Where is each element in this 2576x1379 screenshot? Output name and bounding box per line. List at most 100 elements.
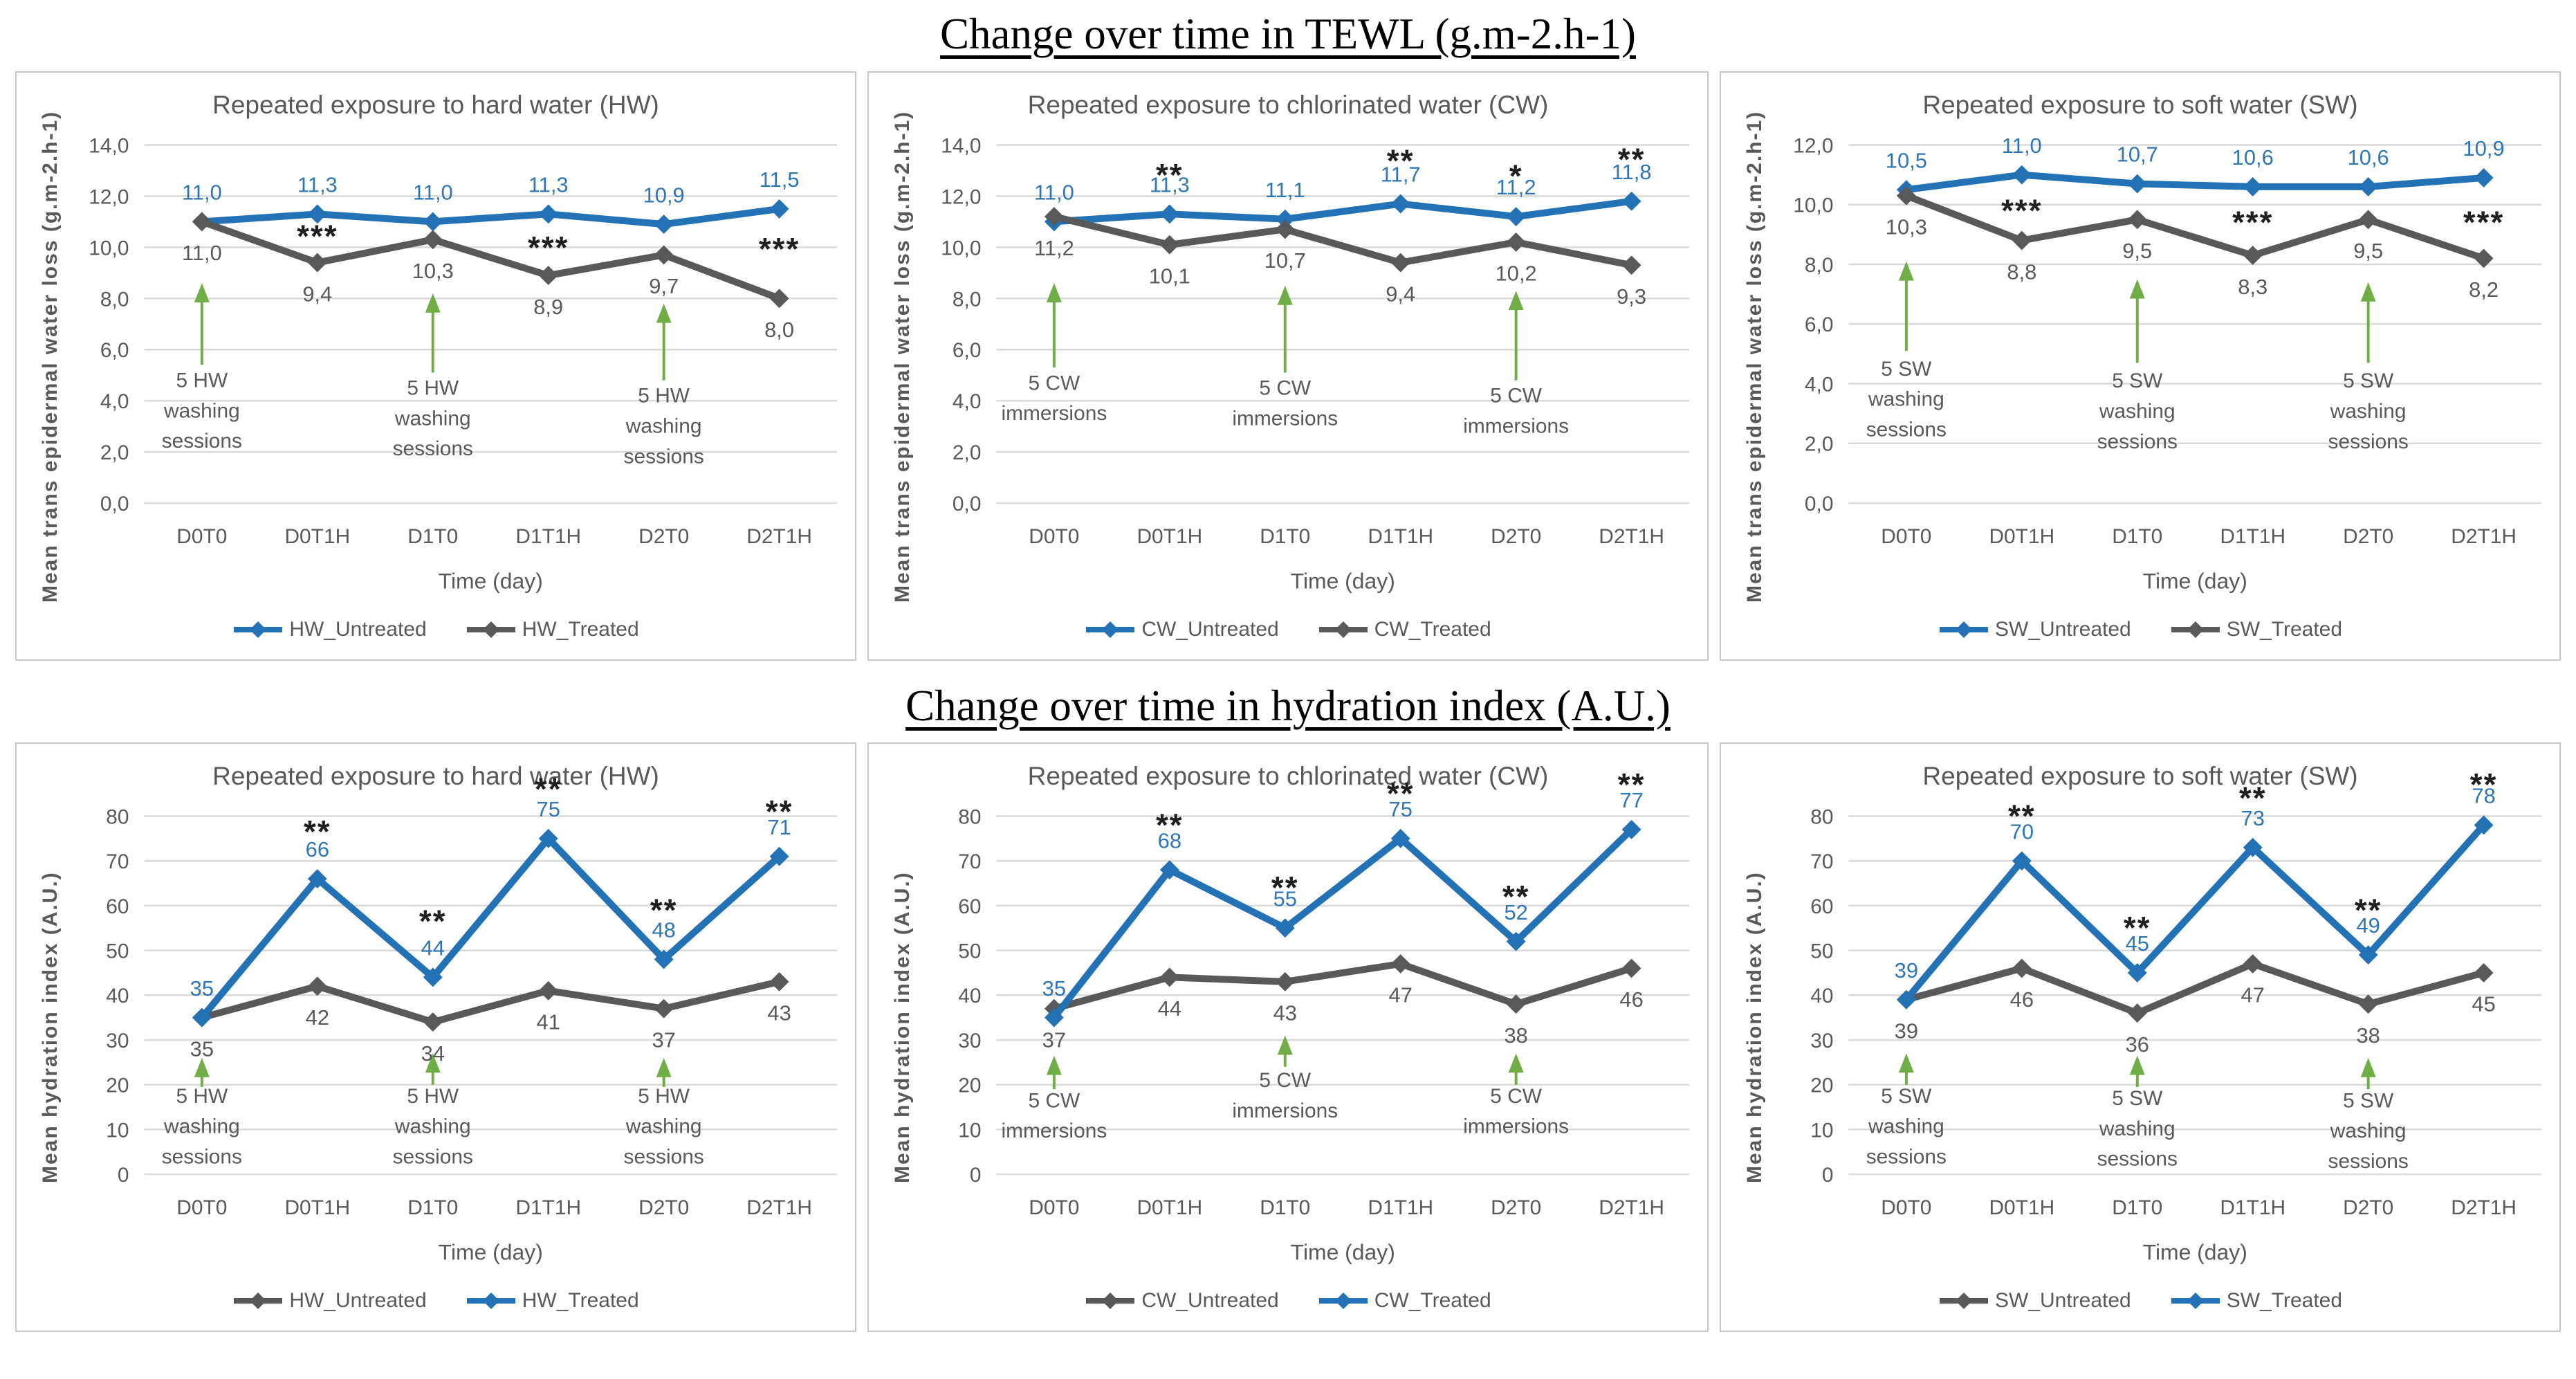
CW_Treated-marker-icon bbox=[1390, 829, 1410, 848]
data-label: 37 bbox=[652, 1028, 675, 1052]
legend-label: SW_Treated bbox=[2226, 617, 2343, 641]
data-label: 11,3 bbox=[297, 172, 338, 197]
significance-stars: *** bbox=[528, 230, 569, 265]
data-label: 37 bbox=[1042, 1028, 1066, 1052]
data-label: 10,9 bbox=[2463, 136, 2505, 161]
data-label: 8,2 bbox=[2469, 277, 2499, 302]
panel-tewl-chlorinated-water: Repeated exposure to chlorinated water (… bbox=[867, 71, 1709, 661]
CW_Treated-marker-icon bbox=[1275, 219, 1295, 239]
chart-title: Repeated exposure to hard water (HW) bbox=[212, 762, 659, 791]
CW_Untreated-marker-icon bbox=[1159, 203, 1179, 223]
significance-stars: ** bbox=[2470, 767, 2498, 803]
annotation-line: sessions bbox=[2097, 1148, 2178, 1171]
x-tick-label: D2T0 bbox=[1491, 524, 1541, 547]
annotation-line: 5 CW bbox=[1028, 372, 1080, 394]
data-label: 10,6 bbox=[2348, 145, 2389, 170]
chart-legend: SW_Untreated SW_Treated bbox=[1721, 618, 2559, 641]
data-label: 47 bbox=[1389, 983, 1413, 1007]
arrow-head-icon bbox=[2129, 279, 2145, 299]
data-label: 8,8 bbox=[2007, 259, 2036, 284]
arrow-head-icon bbox=[1508, 1053, 1524, 1073]
chart-canvas: 0 10 20 30 40 50 60 70 80 D0T0 D0T1H D1T0 D1T1H D2T0 D… bbox=[106, 771, 838, 1265]
HW_Treated-marker-icon bbox=[423, 967, 443, 987]
data-label: 10,5 bbox=[1886, 148, 1927, 172]
CW_Untreated-marker-icon bbox=[1159, 967, 1179, 987]
x-tick-label: D0T1H bbox=[1137, 524, 1202, 547]
data-label: 46 bbox=[1619, 987, 1643, 1012]
annotation-line: sessions bbox=[2097, 430, 2178, 453]
annotation-line: 5 HW bbox=[638, 384, 690, 407]
data-label: 35 bbox=[1042, 976, 1066, 1001]
y-tick-label: 20 bbox=[958, 1075, 981, 1097]
annotation-line: 5 HW bbox=[176, 369, 228, 392]
x-tick-label: D0T1H bbox=[1137, 1196, 1202, 1219]
HW_Untreated-line bbox=[198, 978, 783, 1026]
data-label: 9,5 bbox=[2122, 239, 2152, 263]
data-label: 48 bbox=[652, 918, 675, 942]
x-axis-title: Time (day) bbox=[2143, 568, 2247, 593]
legend-label: HW_Treated bbox=[522, 1289, 639, 1313]
annotation-line: sessions bbox=[393, 1146, 473, 1169]
annotation-line: 5 SW bbox=[2112, 1087, 2163, 1110]
data-label: 75 bbox=[537, 797, 560, 821]
x-tick-label: D0T1H bbox=[1989, 524, 2054, 547]
legend-item: CW_Treated bbox=[1318, 618, 1491, 641]
y-tick-label: 12,0 bbox=[941, 185, 981, 208]
legend-marker-icon bbox=[2171, 1293, 2220, 1310]
y-tick-label: 10,0 bbox=[89, 237, 129, 259]
chart-title: Repeated exposure to soft water (SW) bbox=[1922, 762, 2358, 791]
data-label: 75 bbox=[1389, 797, 1413, 821]
significance-stars: ** bbox=[1502, 879, 1530, 915]
SW_Treated-marker-icon bbox=[2012, 851, 2032, 871]
y-tick-label: 8,0 bbox=[100, 288, 129, 311]
y-tick-label: 12,0 bbox=[89, 185, 129, 208]
significance-stars: ** bbox=[2008, 798, 2036, 834]
y-tick-label: 12,0 bbox=[1793, 134, 1833, 157]
chart-canvas: 0,0 2,0 4,0 6,0 8,0 10,0 12,0 D0T0 D0T1H D1T0 D1T1… bbox=[1793, 133, 2542, 593]
y-tick-label: 80 bbox=[106, 806, 129, 829]
data-label: 10,1 bbox=[1149, 264, 1190, 288]
significance-stars: ** bbox=[535, 771, 562, 807]
legend-label: CW_Untreated bbox=[1141, 1289, 1279, 1313]
CW_Untreated-marker-icon bbox=[1506, 206, 1526, 226]
data-label: 11,2 bbox=[1034, 235, 1074, 259]
y-tick-label: 40 bbox=[106, 985, 129, 1007]
panel-hydration-soft-water: Repeated exposure to soft water (SW) Mea… bbox=[1720, 742, 2561, 1333]
SW_Treated-marker-icon bbox=[2127, 963, 2147, 983]
y-tick-label: 30 bbox=[106, 1030, 129, 1052]
significance-stars: ** bbox=[2355, 893, 2382, 928]
y-tick-label: 6,0 bbox=[953, 339, 982, 362]
x-tick-label: D0T0 bbox=[1029, 1196, 1079, 1219]
annotation-line: washing bbox=[2330, 400, 2407, 423]
HW_Treated-marker-icon bbox=[538, 829, 558, 848]
legend-item: CW_Untreated bbox=[1085, 618, 1279, 641]
significance-stars: ** bbox=[1618, 767, 1646, 803]
y-tick-label: 14,0 bbox=[941, 134, 981, 157]
SW_Treated-marker-icon bbox=[2243, 837, 2263, 857]
SW_Untreated-line bbox=[1902, 171, 2487, 193]
data-label: 73 bbox=[2241, 806, 2265, 830]
x-tick-label: D2T0 bbox=[638, 1196, 689, 1219]
HW_Untreated-marker-icon bbox=[423, 1012, 443, 1032]
y-tick-label: 60 bbox=[1810, 895, 1833, 918]
annotation-line: immersions bbox=[1463, 1115, 1569, 1138]
y-tick-label: 30 bbox=[958, 1030, 981, 1052]
x-tick-label: D0T1H bbox=[284, 1196, 350, 1219]
data-label: 47 bbox=[2241, 983, 2265, 1007]
annotation-line: immersions bbox=[1001, 402, 1107, 425]
legend-item: HW_Untreated bbox=[232, 618, 427, 641]
data-label: 9,7 bbox=[649, 274, 679, 298]
data-label: 39 bbox=[1895, 1019, 1918, 1043]
arrow-head-icon bbox=[1508, 290, 1524, 310]
annotation-line: 5 CW bbox=[1259, 1069, 1312, 1092]
data-label: 66 bbox=[306, 837, 329, 861]
SW_Untreated-marker-icon bbox=[2358, 176, 2378, 197]
HW_Treated-marker-icon bbox=[307, 253, 327, 273]
HW_Treated-marker-icon bbox=[769, 846, 789, 866]
significance-stars: ** bbox=[2239, 780, 2267, 816]
HW_Untreated-marker-icon bbox=[538, 203, 558, 223]
legend-item: CW_Treated bbox=[1318, 1289, 1491, 1313]
significance-stars: ** bbox=[304, 814, 331, 850]
y-tick-label: 50 bbox=[958, 940, 981, 963]
y-tick-label: 4,0 bbox=[953, 390, 982, 413]
